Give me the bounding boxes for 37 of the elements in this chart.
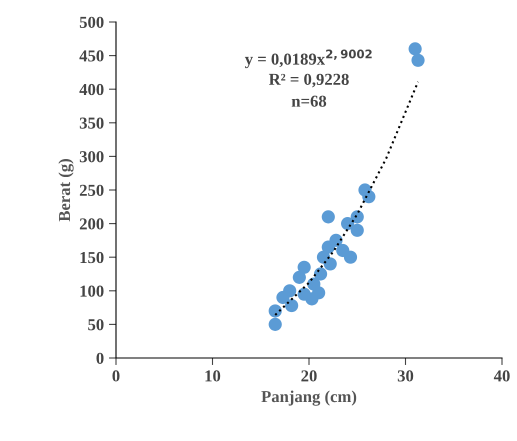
y-tick-label: 500 [80, 16, 104, 28]
x-tick-label: 20 [301, 370, 317, 382]
y-tick-label: 0 [96, 352, 104, 364]
annotation: R² = 0,9228 [268, 74, 349, 88]
point [285, 298, 298, 312]
point [350, 210, 364, 224]
point [312, 286, 326, 300]
y-axis-title: Berat (g) [58, 159, 74, 222]
point [411, 54, 425, 67]
annotation: n=68 [292, 96, 326, 107]
y-tick-label: 450 [79, 50, 104, 62]
annotation: y = 0,0189x$^{2,9002}$ [244, 50, 372, 68]
x-axis-title: Panjang (cm) [261, 390, 356, 406]
point [292, 270, 306, 284]
y-tick-label: 200 [80, 218, 104, 230]
x-tick-label: 10 [206, 370, 220, 382]
point [362, 190, 376, 204]
y-tick-label: 50 [88, 319, 104, 330]
y-tick-label: 150 [80, 252, 104, 264]
y-tick-label: 350 [80, 118, 104, 129]
point [268, 304, 282, 318]
x-tick-label: 30 [398, 370, 414, 382]
point [344, 250, 358, 264]
point [314, 267, 328, 281]
y-tick-label: 100 [80, 286, 104, 297]
point [268, 318, 282, 331]
point [350, 224, 364, 237]
y-tick-label: 250 [80, 184, 104, 196]
point [298, 260, 311, 274]
point [283, 284, 296, 298]
x-tick-label: 40 [494, 370, 510, 382]
y-tick-label: 300 [80, 151, 104, 162]
point [324, 257, 337, 271]
x-tick-label: 0 [112, 370, 120, 382]
point [322, 210, 335, 224]
y-tick-label: 400 [79, 84, 104, 96]
point [408, 42, 422, 56]
